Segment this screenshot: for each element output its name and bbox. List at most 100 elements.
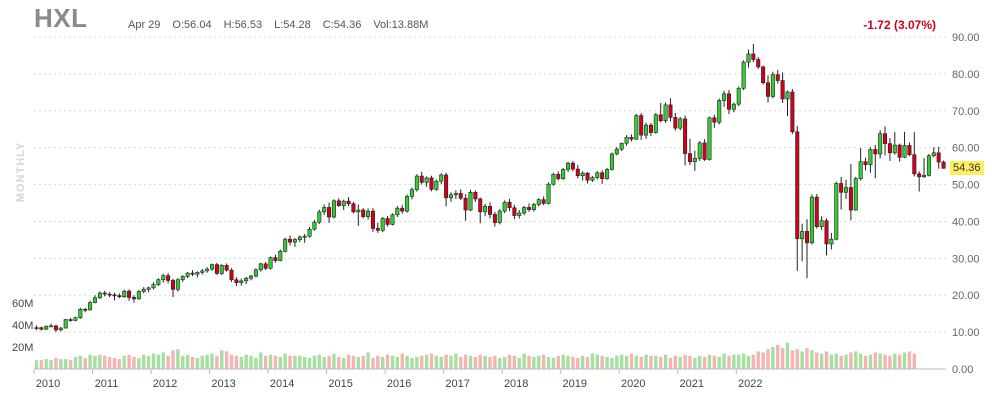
volume-bar — [171, 350, 175, 369]
candle — [829, 232, 834, 250]
candle — [473, 190, 478, 202]
candle-body — [922, 175, 927, 178]
volume-bar — [751, 354, 756, 369]
candle-body — [249, 275, 254, 279]
candle-body — [712, 117, 717, 123]
candle-body — [44, 325, 49, 330]
volume-bar — [107, 356, 112, 369]
candle — [639, 112, 644, 140]
candle-body — [190, 272, 195, 275]
candle-body — [434, 180, 439, 190]
year-tick-label: 2015 — [328, 378, 352, 390]
candle — [92, 295, 97, 304]
candle — [434, 179, 439, 191]
candle — [907, 142, 912, 157]
candle-body — [507, 201, 512, 209]
volume-bar — [902, 352, 907, 369]
volume-bar — [400, 353, 404, 369]
volume-bar — [390, 355, 395, 369]
price-tick-label: 20.00 — [952, 290, 980, 302]
volume-bar — [707, 354, 712, 369]
volume-bar — [215, 355, 219, 369]
candle — [795, 125, 800, 271]
volume-bar — [746, 355, 751, 369]
candle-body — [58, 327, 63, 331]
volume-bar — [688, 355, 692, 369]
volume-bar — [737, 354, 741, 369]
candle-body — [561, 169, 566, 179]
candle — [653, 112, 658, 134]
volume-bar — [649, 355, 653, 369]
volume-bar — [741, 353, 746, 369]
volume-bar — [454, 353, 458, 369]
volume-bar — [698, 355, 702, 369]
volume-bar — [658, 356, 663, 369]
candle-body — [653, 114, 658, 133]
candle — [380, 217, 385, 233]
candle-body — [575, 168, 580, 177]
volume-bar — [839, 355, 843, 369]
candle-body — [239, 280, 244, 283]
candle-body — [195, 272, 200, 275]
candle — [429, 175, 434, 192]
candle-body — [136, 291, 141, 300]
candle — [566, 161, 571, 173]
candle-body — [307, 228, 312, 237]
candle — [824, 218, 829, 256]
candle — [224, 263, 229, 272]
candle — [941, 160, 946, 169]
candle — [58, 326, 63, 332]
volume-bar — [205, 354, 209, 369]
candle — [292, 238, 297, 247]
candle-body — [609, 153, 614, 170]
candle — [663, 102, 668, 123]
candle-body — [146, 287, 151, 290]
candle-body — [848, 187, 853, 211]
candle — [844, 179, 849, 199]
close-value: C:54.36 — [322, 19, 362, 31]
volume-bar — [619, 354, 624, 369]
candle — [873, 145, 878, 179]
candle-body — [936, 152, 941, 163]
candle-body — [546, 183, 551, 204]
candle-body — [112, 294, 117, 297]
candle-body — [214, 264, 219, 274]
volume-bar — [229, 354, 234, 369]
candle-body — [53, 325, 58, 331]
candle-body — [800, 231, 805, 240]
volume-bar — [151, 353, 156, 369]
candle-body — [756, 59, 761, 68]
volume-bar — [307, 358, 312, 369]
candle-body — [180, 276, 185, 281]
candle-body — [361, 209, 366, 217]
candle-body — [73, 317, 78, 321]
candle — [327, 202, 332, 223]
candle — [697, 141, 702, 161]
candle — [424, 176, 429, 187]
candle-body — [844, 187, 849, 193]
period-label: MONTHLY — [15, 141, 27, 203]
volume-bar — [346, 354, 351, 369]
candle — [741, 60, 746, 91]
volume-bar — [98, 354, 102, 369]
volume-bar — [166, 355, 170, 369]
candle-body — [327, 207, 332, 218]
candle — [146, 286, 151, 293]
candle-body — [902, 145, 907, 158]
candle — [107, 292, 112, 298]
price-axis: 90.00 80.00 70.00 60.00 50.00 40.00 30.00 20.00… — [952, 32, 980, 376]
candle-body — [834, 183, 839, 240]
volume-bar — [63, 359, 68, 369]
volume-bar — [815, 352, 819, 369]
candle — [439, 173, 444, 185]
candle-body — [639, 115, 644, 136]
volume-bar — [854, 351, 858, 369]
volume-bar — [888, 355, 892, 369]
candle — [341, 199, 346, 211]
volume-bar — [68, 360, 73, 369]
candle-body — [824, 220, 829, 245]
candle — [863, 157, 868, 171]
volume-bar — [756, 351, 760, 369]
year-tick-label: 2019 — [562, 378, 586, 390]
candle-body — [829, 238, 834, 245]
